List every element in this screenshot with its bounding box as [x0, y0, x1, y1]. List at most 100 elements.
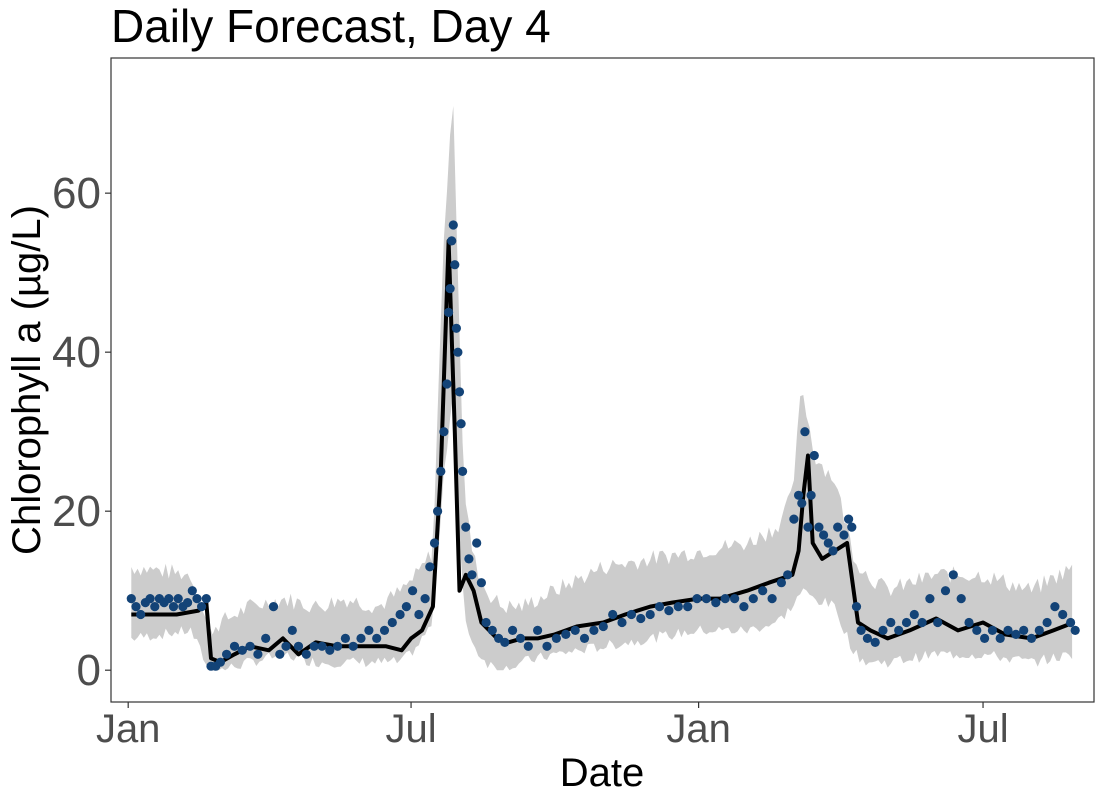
observed-point: [645, 609, 655, 620]
observed-point: [917, 617, 927, 628]
observed-point: [364, 625, 374, 636]
y-tick-label: 20: [52, 487, 101, 536]
observed-point: [387, 617, 397, 628]
observed-point: [814, 522, 824, 532]
observed-point: [451, 323, 461, 333]
x-axis-ticks: Jan Jul Jan Jul: [96, 702, 1009, 751]
observed-point: [809, 450, 819, 461]
observed-point: [995, 633, 1005, 644]
observed-points-layer: [126, 220, 1080, 671]
observed-point: [683, 602, 693, 612]
observed-point: [730, 594, 740, 604]
observed-point: [1011, 629, 1021, 640]
observed-point: [456, 419, 466, 429]
observed-point: [800, 427, 810, 437]
observed-point: [1058, 609, 1068, 620]
observed-point: [442, 379, 452, 389]
observed-point: [464, 554, 474, 564]
observed-point: [348, 641, 358, 651]
observed-point: [197, 602, 207, 612]
y-axis-title: Chlorophyll a (µg/L): [5, 205, 49, 555]
observed-point: [878, 625, 888, 636]
observed-point: [261, 633, 271, 644]
observed-point: [453, 347, 463, 357]
observed-point: [833, 522, 843, 532]
observed-point: [940, 586, 951, 596]
observed-point: [164, 594, 174, 604]
observed-point: [317, 641, 327, 651]
observed-point: [445, 284, 455, 294]
observed-point: [301, 649, 311, 659]
observed-point: [420, 594, 430, 604]
observed-point: [701, 594, 712, 604]
observed-point: [408, 586, 418, 596]
observed-point: [507, 625, 518, 636]
observed-point: [268, 602, 279, 612]
observed-point: [173, 594, 183, 604]
observed-point: [901, 617, 912, 628]
observed-point: [692, 594, 702, 604]
observed-point: [192, 594, 202, 604]
x-tick-label: Jan: [96, 707, 161, 751]
observed-point: [448, 220, 458, 230]
observed-point: [542, 641, 552, 651]
observed-point: [395, 609, 405, 620]
observed-point: [425, 562, 435, 572]
observed-point: [654, 602, 665, 612]
observed-point: [797, 498, 807, 508]
observed-point: [794, 490, 804, 500]
observed-point: [450, 260, 460, 270]
observed-point: [608, 609, 618, 620]
observed-point: [589, 625, 599, 636]
observed-point: [523, 641, 533, 651]
observed-point: [444, 307, 454, 317]
observed-point: [673, 602, 683, 612]
observed-point: [767, 594, 777, 604]
observed-point: [476, 578, 486, 588]
observed-point: [828, 546, 838, 556]
observed-point: [956, 594, 966, 604]
observed-point: [1019, 625, 1029, 636]
observed-point: [870, 637, 880, 648]
observed-point: [1026, 633, 1037, 644]
observed-point: [215, 657, 225, 667]
observed-point: [237, 645, 247, 655]
observed-point: [909, 609, 919, 620]
observed-point: [340, 633, 350, 644]
observed-point: [467, 570, 477, 580]
observed-point: [1034, 625, 1044, 636]
observed-point: [187, 586, 197, 596]
observed-point: [617, 617, 627, 628]
observed-point: [472, 538, 482, 548]
observed-point: [894, 625, 904, 636]
observed-point: [925, 594, 935, 604]
observed-point: [447, 236, 457, 246]
observed-point: [819, 530, 829, 540]
observed-point: [379, 625, 390, 636]
observed-point: [987, 625, 998, 636]
observed-point: [293, 641, 304, 651]
observed-point: [711, 598, 721, 608]
chart-title: Daily Forecast, Day 4: [111, 0, 551, 52]
observed-point: [131, 602, 141, 612]
observed-point: [145, 594, 155, 604]
observed-point: [533, 625, 543, 636]
observed-point: [1003, 625, 1013, 636]
observed-point: [964, 617, 974, 628]
observed-point: [168, 602, 179, 612]
observed-point: [664, 606, 674, 616]
observed-point: [1070, 625, 1080, 636]
observed-point: [844, 514, 854, 524]
observed-point: [948, 570, 958, 580]
observed-point: [309, 641, 319, 651]
y-tick-label: 60: [52, 169, 101, 218]
prediction-interval-band: [131, 105, 1073, 671]
observed-point: [414, 609, 424, 620]
observed-point: [839, 530, 849, 540]
observed-point: [886, 617, 896, 628]
observed-point: [439, 427, 449, 437]
observed-point: [281, 641, 291, 651]
observed-point: [481, 617, 491, 628]
observed-point: [856, 625, 866, 636]
